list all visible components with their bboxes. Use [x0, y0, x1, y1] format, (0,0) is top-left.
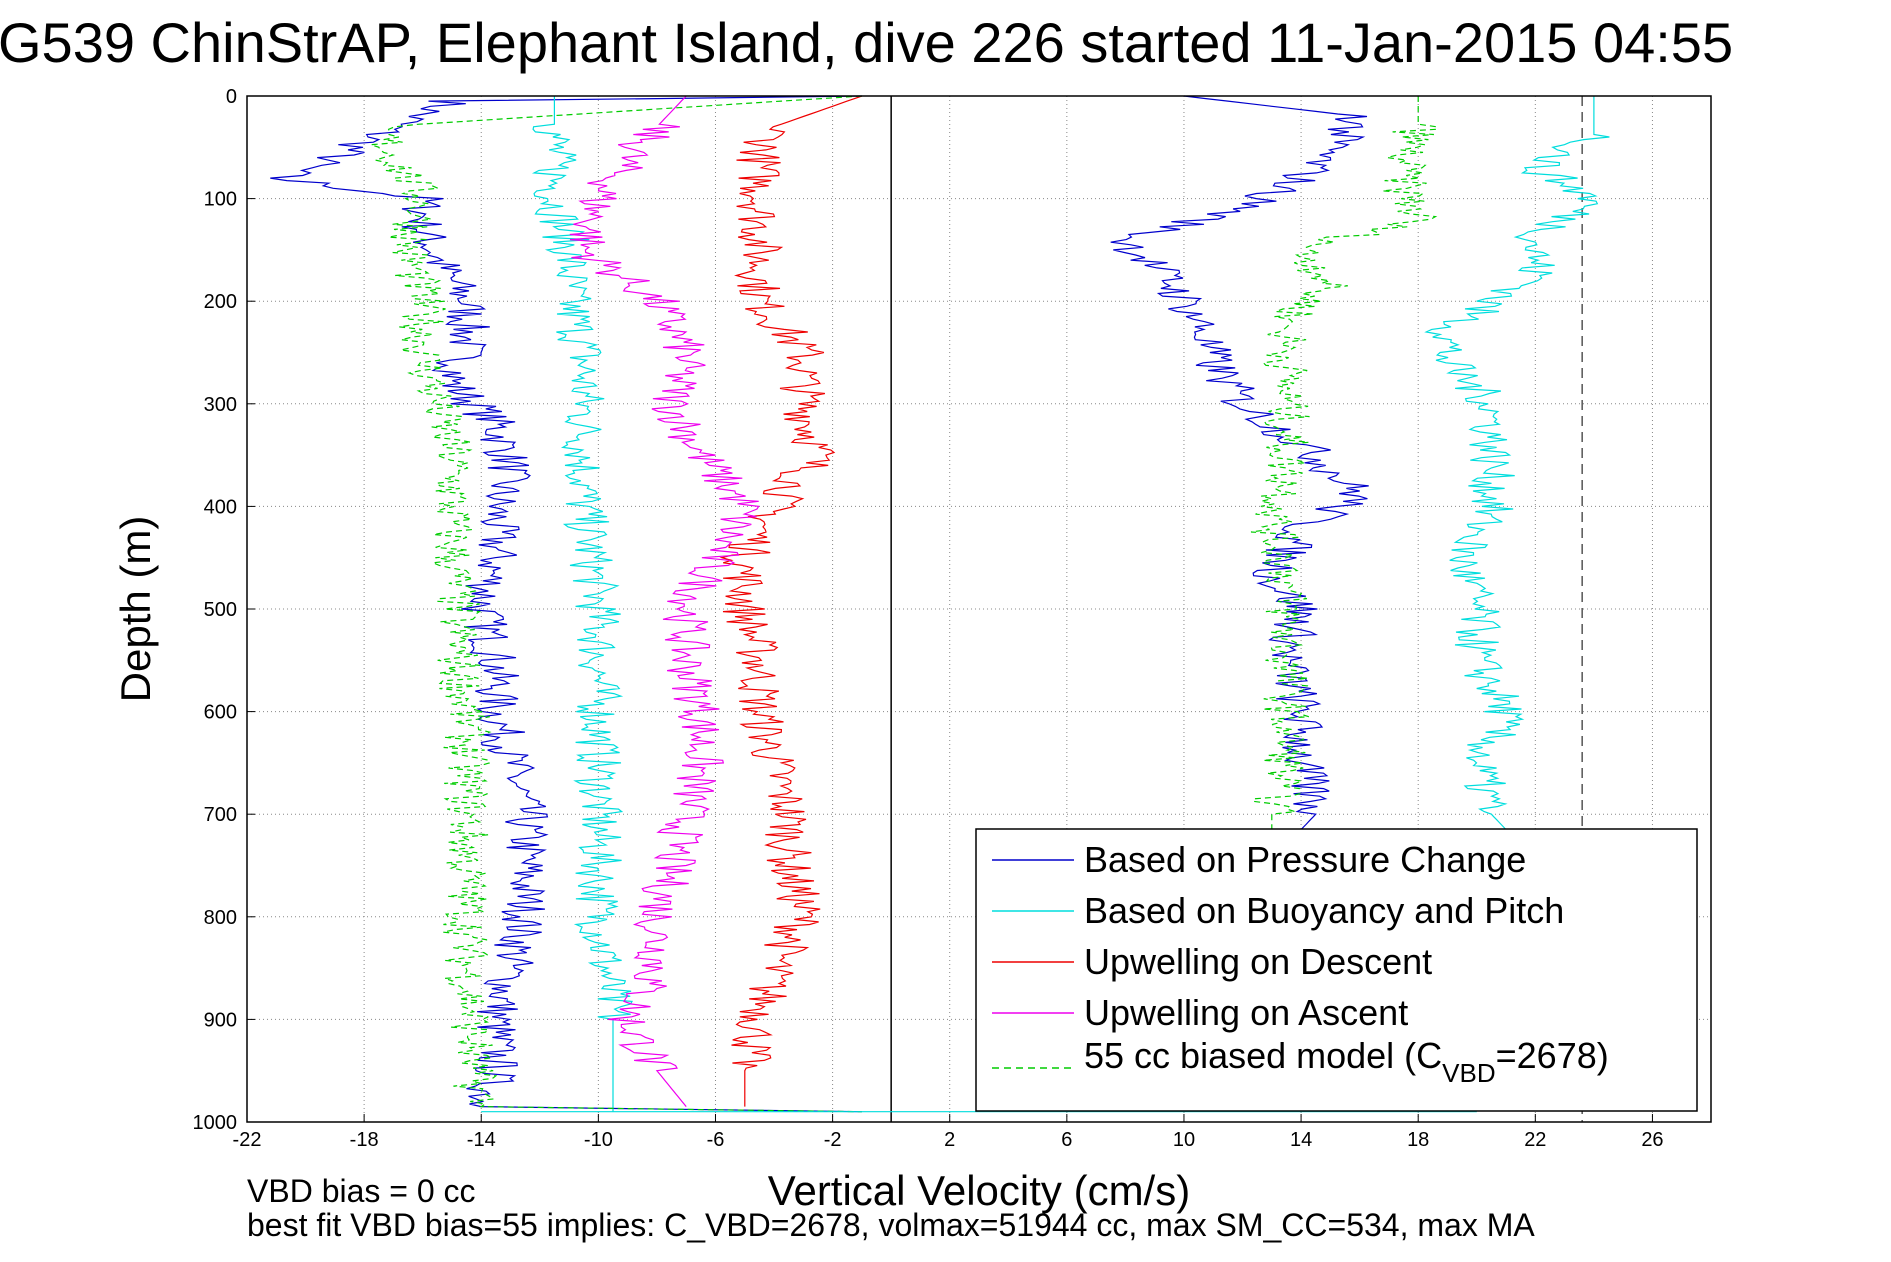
x-tick-label: 14: [1290, 1129, 1312, 1151]
chart-title: G539 ChinStrAP, Elephant Island, dive 22…: [0, 11, 1733, 74]
x-axis-ticks: -22 -18 -14 -10 -6 -2 2 6 10 14 18 22 26: [233, 1114, 1664, 1151]
series-line-4: [370, 95, 862, 1113]
x-tick-label: 10: [1173, 1129, 1195, 1151]
x-tick-label: -10: [584, 1129, 613, 1151]
x-tick-label: 2: [944, 1129, 955, 1151]
y-tick-label: 700: [204, 804, 237, 826]
y-tick-label: 800: [204, 907, 237, 929]
x-tick-label: 6: [1061, 1129, 1072, 1151]
y-tick-label: 300: [204, 394, 237, 416]
series-line-6: [1424, 96, 1610, 831]
y-tick-label: 200: [204, 291, 237, 313]
legend-label-model: 55 cc biased model (CVBD=2678): [1084, 1035, 1609, 1088]
series-line-3: [569, 95, 760, 1107]
y-tick-label: 0: [226, 86, 237, 108]
data-series: [270, 95, 1610, 1113]
x-tick-label: -2: [824, 1129, 842, 1151]
series-line-7: [1250, 96, 1438, 830]
legend-label-descent: Upwelling on Descent: [1084, 941, 1432, 982]
y-tick-label: 400: [204, 496, 237, 518]
y-axis-label: Depth (m): [112, 516, 159, 703]
x-tick-label: -22: [233, 1129, 262, 1151]
legend-label-pressure: Based on Pressure Change: [1084, 839, 1526, 880]
footer-bias: VBD bias = 0 cc: [247, 1173, 476, 1209]
legend: Based on Pressure Change Based on Buoyan…: [975, 828, 1698, 1112]
x-tick-label: -18: [350, 1129, 379, 1151]
legend-label-ascent: Upwelling on Ascent: [1084, 992, 1408, 1033]
x-axis-label: Vertical Velocity (cm/s): [768, 1167, 1190, 1214]
series-line-5: [1110, 95, 1369, 831]
x-tick-label: -6: [707, 1129, 725, 1151]
legend-box: [975, 828, 1698, 1112]
y-tick-label: 600: [204, 702, 237, 724]
y-tick-label: 100: [204, 189, 237, 211]
series-line-2: [719, 95, 863, 1107]
y-tick-label: 1000: [193, 1112, 238, 1134]
x-tick-label: 26: [1641, 1129, 1663, 1151]
x-tick-label: 18: [1407, 1129, 1429, 1151]
y-axis-ticks: 0 100 200 300 400 500 600 700 800 900 1000: [193, 86, 255, 1134]
footer-bestfit: best fit VBD bias=55 implies: C_VBD=2678…: [247, 1207, 1535, 1243]
x-tick-label: -14: [467, 1129, 496, 1151]
series-line-1: [531, 96, 633, 1112]
series-line-0: [270, 95, 862, 1113]
legend-label-buoyancy: Based on Buoyancy and Pitch: [1084, 890, 1564, 931]
y-tick-label: 900: [204, 1009, 237, 1031]
y-tick-label: 500: [204, 599, 237, 621]
x-tick-label: 22: [1524, 1129, 1546, 1151]
